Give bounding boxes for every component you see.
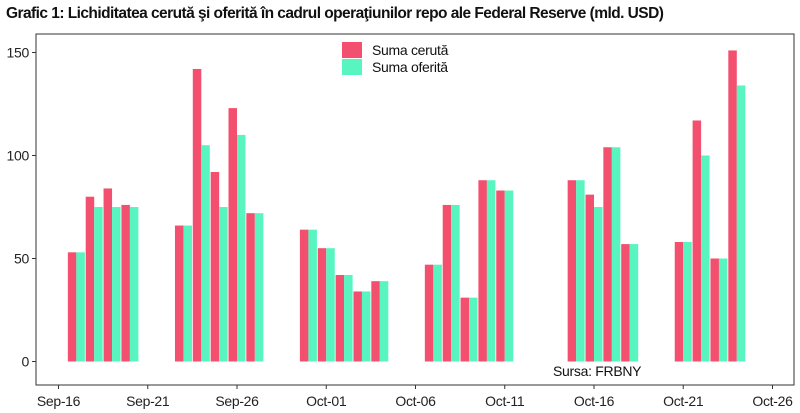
- bar-suma-oferita: [129, 207, 139, 362]
- bar-suma-ceruta: [228, 108, 237, 362]
- bar-suma-ceruta: [85, 196, 95, 362]
- bar-suma-ceruta: [621, 244, 630, 362]
- bar-suma-oferita: [219, 207, 228, 362]
- bar-suma-oferita: [201, 145, 210, 362]
- bar-suma-ceruta: [103, 188, 113, 362]
- x-tick-label: Oct-01: [306, 393, 347, 409]
- bar-suma-ceruta: [353, 291, 362, 362]
- bar-suma-ceruta: [567, 180, 577, 362]
- bar-suma-ceruta: [246, 213, 255, 362]
- bar-suma-oferita: [504, 190, 514, 362]
- bar-suma-ceruta: [692, 120, 702, 362]
- chart-title: Grafic 1: Lichiditatea cerută şi oferită…: [6, 5, 664, 22]
- bar-suma-ceruta: [335, 274, 345, 362]
- bar-suma-oferita: [433, 264, 442, 362]
- legend-label-suma-ceruta: Suma cerută: [372, 42, 449, 58]
- bar-suma-ceruta: [710, 258, 719, 362]
- bar-suma-ceruta: [603, 147, 612, 362]
- x-tick-label: Oct-11: [485, 393, 525, 409]
- plot-frame: [35, 33, 795, 386]
- y-tick-label: 50: [14, 251, 29, 267]
- bar-suma-oferita: [344, 274, 353, 362]
- bar-suma-oferita: [683, 242, 692, 362]
- bar-suma-ceruta: [67, 252, 77, 362]
- bar-suma-oferita: [486, 180, 496, 362]
- bar-suma-ceruta: [192, 68, 202, 362]
- bar-suma-oferita: [701, 155, 710, 362]
- bar-suma-ceruta: [424, 264, 434, 362]
- x-tick-label: Oct-21: [663, 393, 704, 409]
- bar-suma-ceruta: [496, 190, 505, 362]
- bar-suma-oferita: [112, 207, 121, 362]
- legend-swatch-suma-ceruta: [342, 42, 362, 58]
- bar-suma-ceruta: [210, 171, 220, 362]
- bar-suma-oferita: [254, 213, 264, 362]
- bar-suma-ceruta: [174, 225, 184, 362]
- bar-suma-ceruta: [728, 50, 737, 362]
- x-tick-label: Oct-26: [752, 393, 793, 409]
- bar-suma-oferita: [611, 147, 621, 362]
- bar-suma-ceruta: [460, 297, 470, 362]
- y-tick-label: 100: [7, 148, 30, 164]
- bar-suma-oferita: [326, 248, 335, 362]
- bar-suma-oferita: [361, 291, 371, 362]
- x-tick-label: Sep-16: [37, 393, 81, 409]
- bar-suma-ceruta: [585, 194, 594, 362]
- legend-label-suma-oferita: Suma oferită: [372, 59, 448, 75]
- bar-suma-ceruta: [442, 204, 452, 362]
- bar-suma-oferita: [469, 297, 478, 362]
- bar-suma-oferita: [576, 180, 585, 362]
- bar-suma-ceruta: [121, 204, 130, 362]
- y-tick-label: 0: [22, 354, 30, 370]
- bar-suma-oferita: [308, 229, 317, 362]
- bar-suma-oferita: [94, 207, 103, 362]
- bar-suma-oferita: [76, 252, 85, 362]
- bar-suma-ceruta: [299, 229, 309, 362]
- x-tick-label: Sep-21: [126, 393, 170, 409]
- x-tick-label: Oct-16: [574, 393, 615, 409]
- bar-suma-ceruta: [478, 180, 487, 362]
- bar-suma-ceruta: [371, 281, 380, 362]
- bar-suma-oferita: [594, 207, 603, 362]
- y-tick-label: 150: [7, 45, 30, 61]
- bar-suma-ceruta: [674, 242, 684, 362]
- source-annotation: Sursa: FRBNY: [553, 363, 642, 379]
- bar-suma-oferita: [629, 244, 639, 362]
- bar-suma-oferita: [718, 258, 728, 362]
- legend-swatch-suma-oferita: [342, 59, 362, 75]
- bar-suma-oferita: [379, 281, 389, 362]
- x-tick-label: Oct-06: [395, 393, 436, 409]
- x-tick-label: Sep-26: [215, 393, 259, 409]
- bar-suma-oferita: [237, 134, 246, 362]
- bar-suma-oferita: [736, 85, 746, 362]
- bar-suma-ceruta: [317, 248, 327, 362]
- bar-suma-oferita: [183, 225, 192, 362]
- bar-suma-oferita: [451, 204, 460, 362]
